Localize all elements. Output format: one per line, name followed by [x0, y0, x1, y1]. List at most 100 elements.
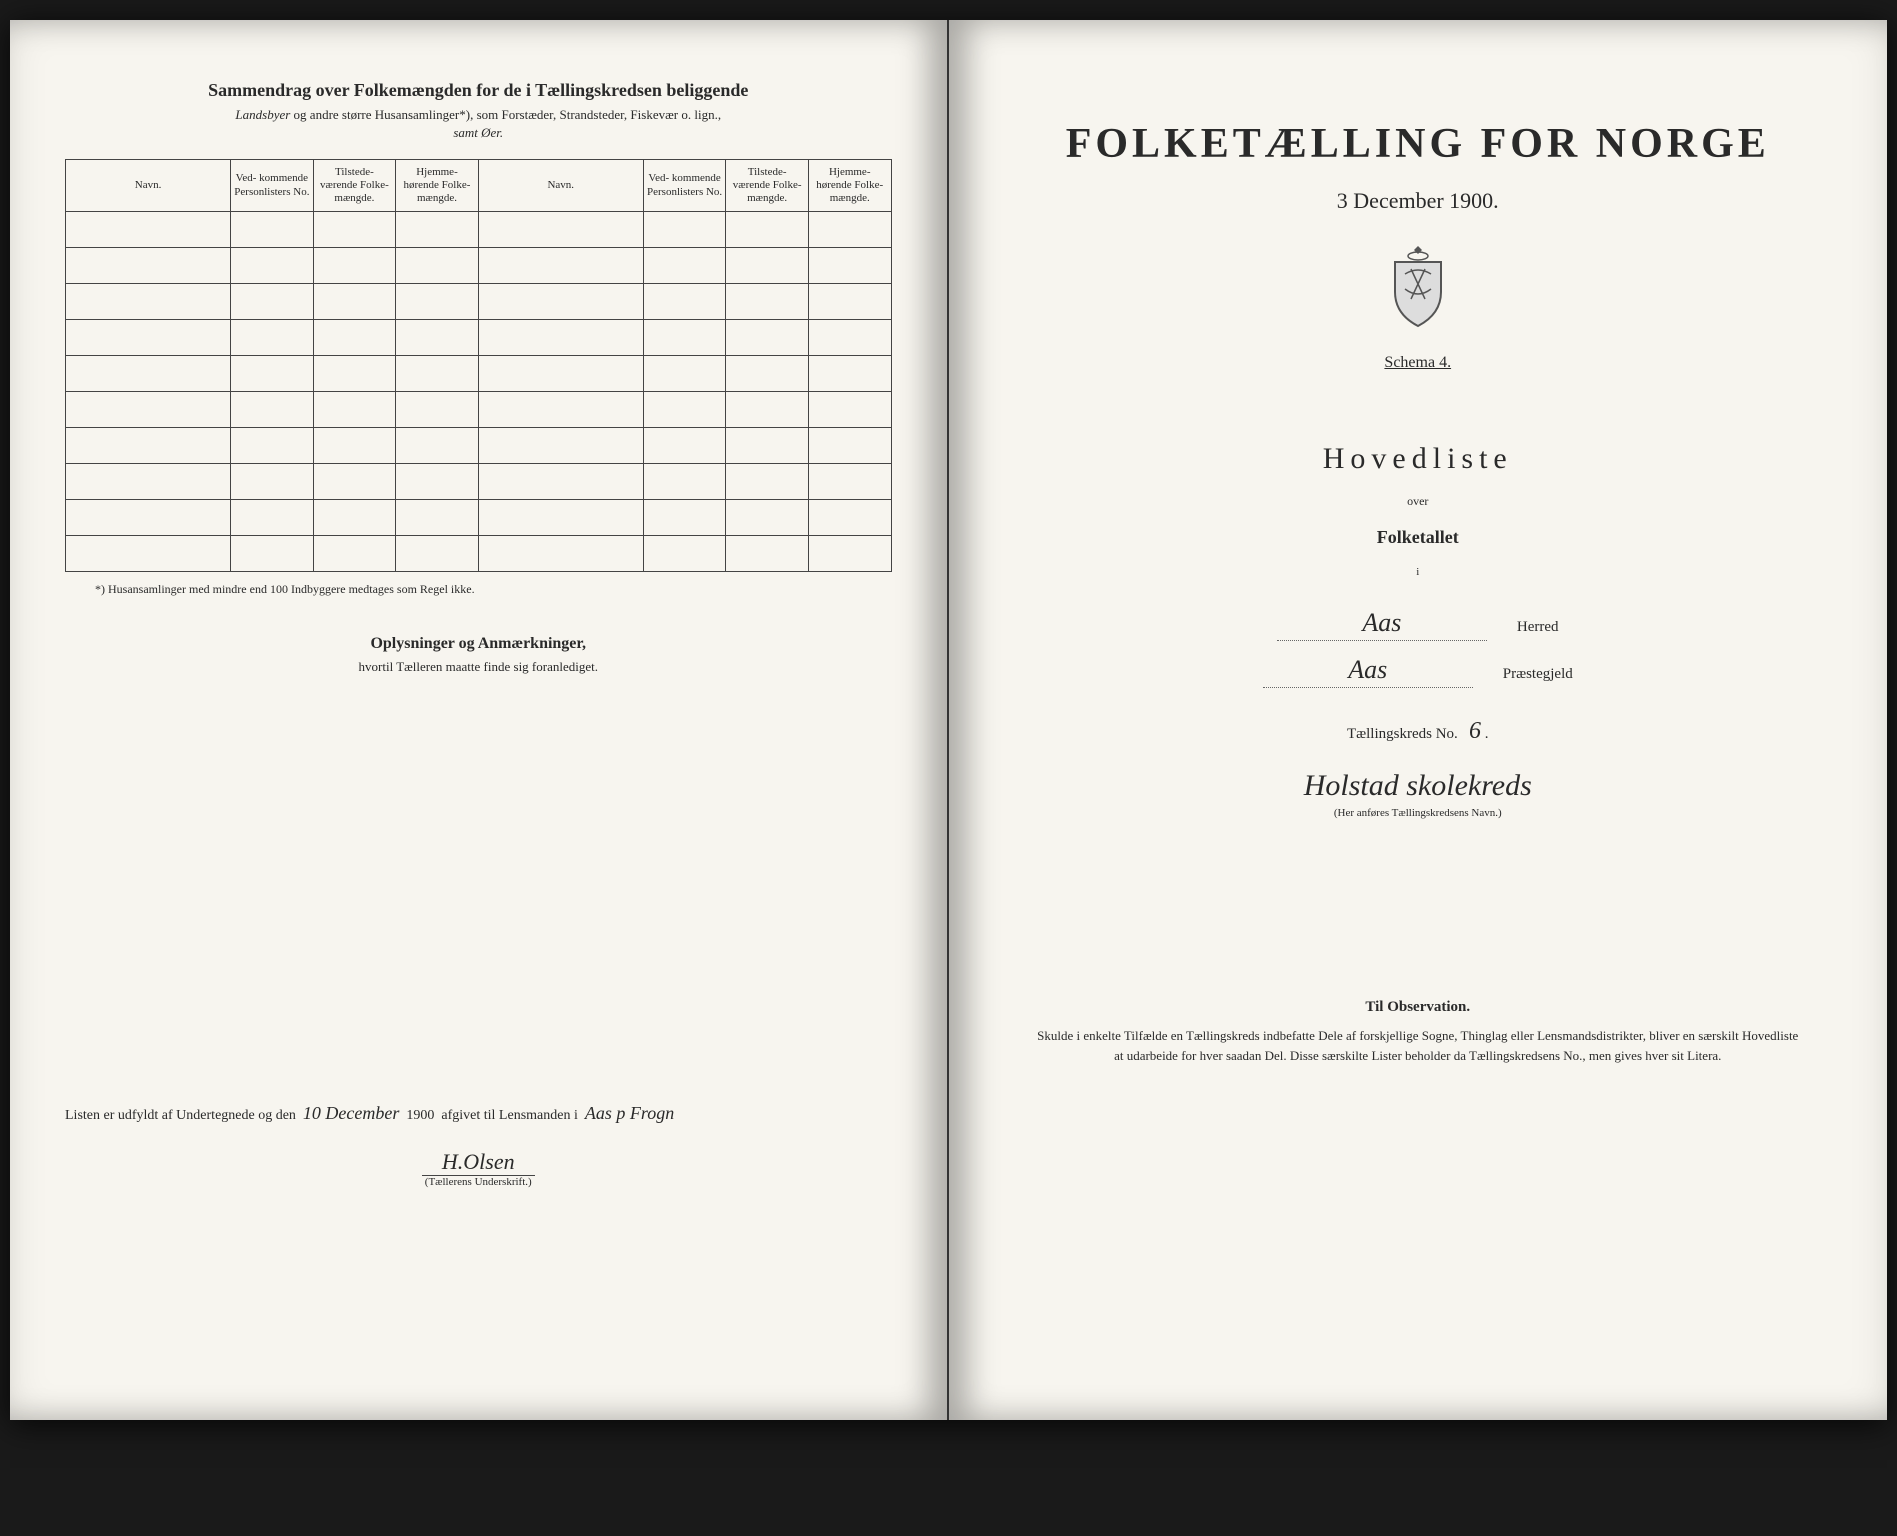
- kreds-name: Holstad skolekreds: [1004, 769, 1833, 803]
- signature-label: (Tællerens Underskrift.): [65, 1176, 892, 1188]
- table-cell: [313, 284, 396, 320]
- table-cell: [808, 500, 891, 536]
- table-row: [66, 212, 892, 248]
- table-cell: [231, 536, 314, 572]
- census-date: 3 December 1900.: [1004, 188, 1833, 214]
- signature: H.Olsen: [422, 1149, 535, 1176]
- hovedliste-heading: Hovedliste: [1004, 442, 1833, 476]
- table-cell: [726, 428, 809, 464]
- table-cell: [726, 320, 809, 356]
- table-row: [66, 356, 892, 392]
- table-footnote: *) Husansamlinger med mindre end 100 Ind…: [95, 582, 892, 597]
- book-spread: Sammendrag over Folkemængden for de i Tæ…: [10, 20, 1887, 1420]
- table-cell: [726, 212, 809, 248]
- table-cell: [313, 464, 396, 500]
- table-cell: [726, 536, 809, 572]
- table-cell: [478, 284, 643, 320]
- blank-remarks-area: [65, 715, 892, 1055]
- table-cell: [66, 248, 231, 284]
- coat-of-arms-icon: [1383, 244, 1453, 329]
- table-cell: [396, 284, 479, 320]
- herred-line: Aas Herred: [1004, 608, 1833, 641]
- schema-label: Schema 4.: [1004, 354, 1833, 372]
- signature-block: H.Olsen (Tællerens Underskrift.): [65, 1149, 892, 1188]
- table-cell: [478, 464, 643, 500]
- table-row: [66, 500, 892, 536]
- kreds-note: (Her anføres Tællingskredsens Navn.): [1004, 807, 1833, 819]
- table-cell: [726, 356, 809, 392]
- oplysninger-subtitle: hvortil Tælleren maatte finde sig foranl…: [65, 659, 892, 675]
- table-cell: [643, 500, 726, 536]
- table-cell: [66, 284, 231, 320]
- table-cell: [643, 320, 726, 356]
- subtitle-italic: Landsbyer: [235, 107, 290, 122]
- table-row: [66, 392, 892, 428]
- census-main-title: FOLKETÆLLING FOR NORGE: [1004, 120, 1833, 168]
- table-cell: [808, 464, 891, 500]
- table-cell: [808, 320, 891, 356]
- table-cell: [643, 428, 726, 464]
- table-row: [66, 320, 892, 356]
- table-cell: [231, 320, 314, 356]
- table-cell: [726, 500, 809, 536]
- table-cell: [396, 212, 479, 248]
- table-cell: [396, 536, 479, 572]
- table-cell: [643, 248, 726, 284]
- table-cell: [808, 284, 891, 320]
- table-row: [66, 536, 892, 572]
- left-page-subtitle: Landsbyer og andre større Husansamlinger…: [65, 107, 892, 123]
- summary-table-body: [66, 212, 892, 572]
- table-cell: [808, 536, 891, 572]
- table-cell: [313, 320, 396, 356]
- col-navn-2: Navn.: [478, 160, 643, 212]
- table-cell: [313, 248, 396, 284]
- listen-date: 10 December: [303, 1103, 399, 1123]
- table-cell: [396, 428, 479, 464]
- summary-table: Navn. Ved- kommende Personlisters No. Ti…: [65, 159, 892, 572]
- table-cell: [396, 392, 479, 428]
- table-cell: [396, 464, 479, 500]
- praeste-label: Præstegjeld: [1503, 666, 1573, 683]
- table-cell: [808, 428, 891, 464]
- table-cell: [726, 248, 809, 284]
- i-label: i: [1004, 566, 1833, 578]
- herred-value: Aas: [1277, 608, 1487, 641]
- table-cell: [313, 428, 396, 464]
- oplysninger-title: Oplysninger og Anmærkninger,: [65, 635, 892, 653]
- table-cell: [66, 356, 231, 392]
- col-hjemme-1: Hjemme- hørende Folke- mængde.: [396, 160, 479, 212]
- table-cell: [478, 212, 643, 248]
- col-ved-2: Ved- kommende Personlisters No.: [643, 160, 726, 212]
- table-cell: [808, 248, 891, 284]
- table-cell: [66, 212, 231, 248]
- folketallet-label: Folketallet: [1004, 527, 1833, 548]
- table-cell: [231, 356, 314, 392]
- table-cell: [66, 428, 231, 464]
- praeste-value: Aas: [1263, 655, 1473, 688]
- table-cell: [66, 392, 231, 428]
- table-cell: [643, 536, 726, 572]
- table-cell: [66, 536, 231, 572]
- table-row: [66, 248, 892, 284]
- table-cell: [808, 356, 891, 392]
- table-cell: [726, 464, 809, 500]
- table-cell: [231, 212, 314, 248]
- table-row: [66, 428, 892, 464]
- table-cell: [726, 284, 809, 320]
- table-cell: [313, 212, 396, 248]
- table-cell: [643, 284, 726, 320]
- table-cell: [478, 356, 643, 392]
- observation-title: Til Observation.: [1004, 999, 1833, 1016]
- table-cell: [231, 284, 314, 320]
- table-cell: [478, 428, 643, 464]
- col-tilstede-2: Tilstede- værende Folke- mængde.: [726, 160, 809, 212]
- table-cell: [643, 464, 726, 500]
- table-cell: [643, 356, 726, 392]
- praestegjeld-line: Aas Præstegjeld: [1004, 655, 1833, 688]
- table-row: [66, 464, 892, 500]
- table-cell: [396, 320, 479, 356]
- table-cell: [478, 248, 643, 284]
- table-cell: [478, 500, 643, 536]
- table-cell: [231, 500, 314, 536]
- subtitle-rest: og andre større Husansamlinger*), som Fo…: [290, 107, 721, 122]
